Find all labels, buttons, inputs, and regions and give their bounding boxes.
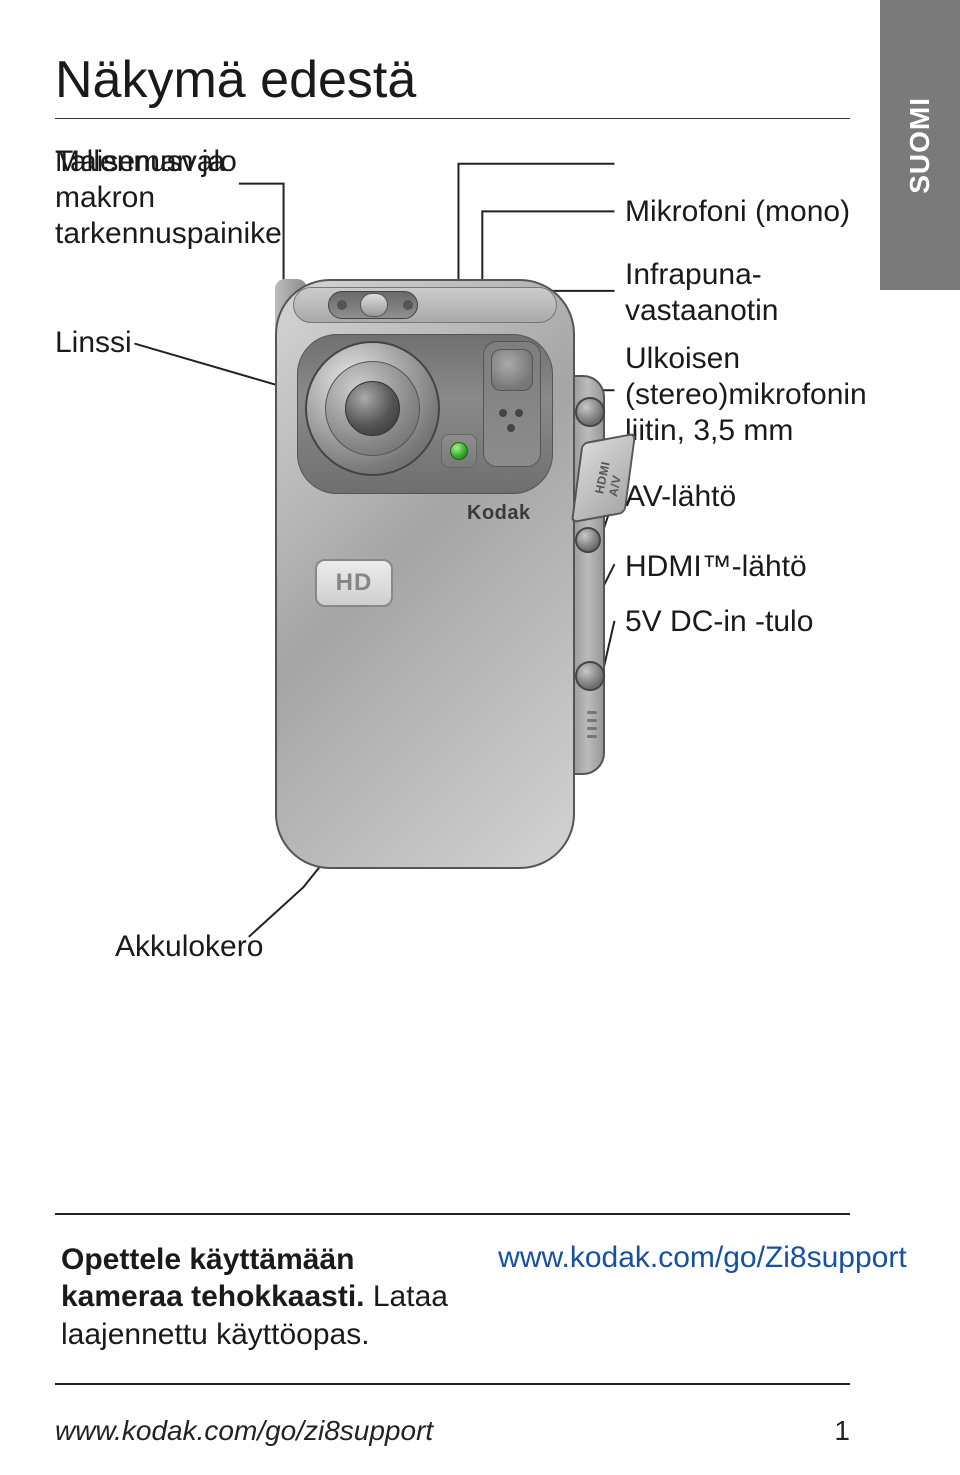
microphone-hole [499,409,507,417]
av-out-port [575,527,601,553]
learn-more-callout: Opettele käyttämään kameraa tehokkaasti.… [55,1213,850,1386]
focus-switch-macro-icon [403,300,413,310]
page-number: 1 [834,1415,850,1447]
learn-more-lead: Opettele käyttämään kameraa tehokkaasti. [61,1243,365,1314]
label-av-out: AV-lähtö [625,479,885,515]
microphone-hole [515,409,523,417]
label-hdmi-out: HDMI™-lähtö [625,549,885,585]
external-mic-jack [575,397,605,427]
support-link[interactable]: www.kodak.com/go/Zi8support [498,1241,907,1274]
footer-url: www.kodak.com/go/zi8support [55,1415,433,1447]
focus-switch-landscape-icon [337,300,347,310]
microphone-hole [507,424,515,432]
label-lens: Linssi [55,325,245,361]
ir-receiver-window [491,349,533,391]
hd-badge: HD [315,559,393,607]
front-view-diagram: Maiseman ja makron tarkennuspainike Lins… [55,149,850,1039]
label-recording-light: Tallennusvalo [55,144,315,180]
label-ir-receiver: Infrapuna-vastaanotin [625,257,885,329]
dc-in-port [575,661,605,691]
focus-switch-slider [360,293,388,317]
label-microphone: Mikrofoni (mono) [625,194,885,230]
recording-light-led [450,442,468,460]
label-battery-compartment: Akkulokero [115,929,263,965]
page-content: Näkymä edestä Maiseman ja makron tarkenn… [0,0,960,1475]
lens-glass [345,381,400,436]
label-external-mic-jack: Ulkoisen (stereo)mikrofonin liitin, 3,5 … [625,341,885,449]
page-title: Näkymä edestä [55,50,850,119]
camera-illustration: Kodak HD HDMI A/V [275,279,605,879]
label-dc-in: 5V DC-in -tulo [625,604,885,640]
brand-logo: Kodak [467,502,531,525]
page-footer: www.kodak.com/go/zi8support 1 [55,1415,850,1447]
side-grip-grooves [587,711,597,743]
learn-more-link-wrap: www.kodak.com/go/Zi8support [498,1241,907,1354]
learn-more-text: Opettele käyttämään kameraa tehokkaasti.… [61,1241,468,1354]
